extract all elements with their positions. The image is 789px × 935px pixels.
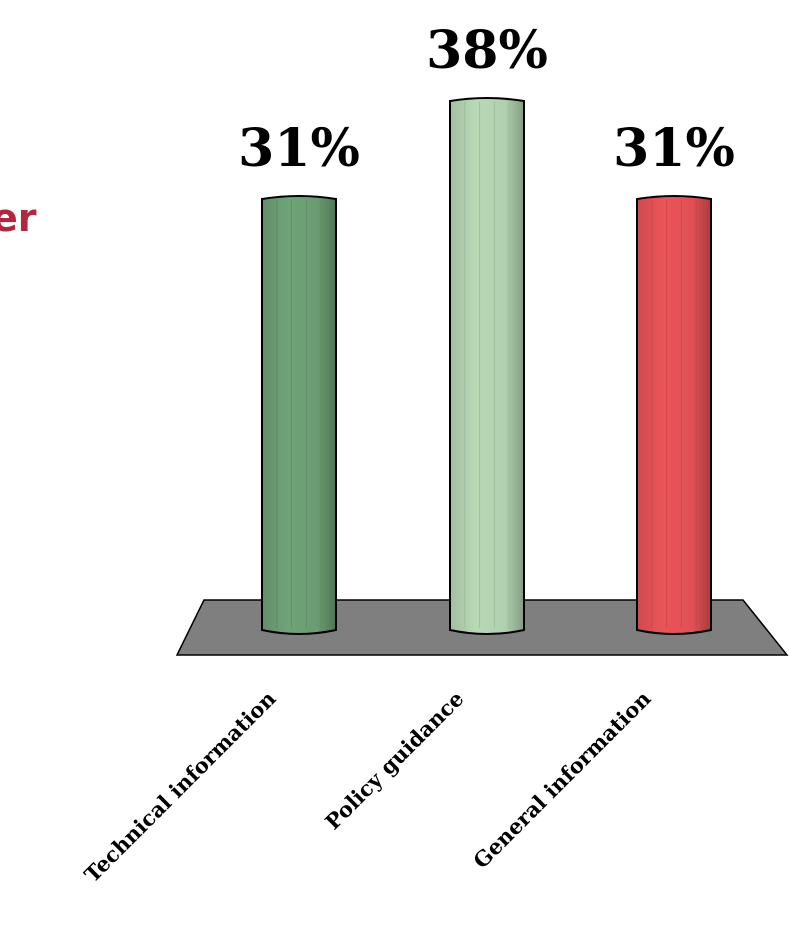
bar-0	[261, 195, 337, 635]
bar-2	[636, 195, 712, 635]
category-label-0: Technical information	[79, 686, 280, 887]
value-label-0: 31%	[238, 118, 360, 179]
value-labels: 31% 38% 31%	[238, 20, 735, 179]
category-label-1: Policy guidance	[320, 686, 469, 835]
bar-1	[449, 97, 525, 635]
bar-group	[261, 97, 712, 635]
value-label-1: 38%	[426, 20, 548, 81]
value-label-2: 31%	[613, 118, 735, 179]
clipped-heading-fragment: er	[0, 196, 37, 240]
category-labels: Technical information Policy guidance Gene…	[79, 686, 655, 887]
category-label-2: General information	[468, 686, 655, 873]
